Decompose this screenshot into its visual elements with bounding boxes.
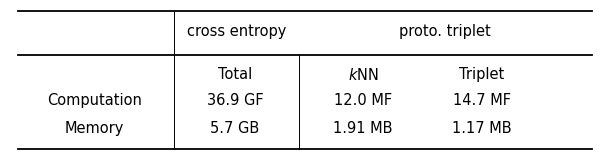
Text: Computation: Computation (47, 93, 142, 108)
Text: 12.0 MF: 12.0 MF (334, 93, 392, 108)
Text: 1.91 MB: 1.91 MB (333, 121, 393, 136)
Text: Triplet: Triplet (459, 67, 504, 82)
Text: proto. triplet: proto. triplet (400, 24, 491, 39)
Text: Memory: Memory (65, 121, 124, 136)
Text: $k$NN: $k$NN (348, 67, 378, 83)
Text: 14.7 MF: 14.7 MF (453, 93, 511, 108)
Text: cross entropy: cross entropy (187, 24, 286, 39)
Text: 1.17 MB: 1.17 MB (452, 121, 512, 136)
Text: 36.9 GF: 36.9 GF (207, 93, 263, 108)
Text: 5.7 GB: 5.7 GB (210, 121, 259, 136)
Text: Total: Total (218, 67, 252, 82)
